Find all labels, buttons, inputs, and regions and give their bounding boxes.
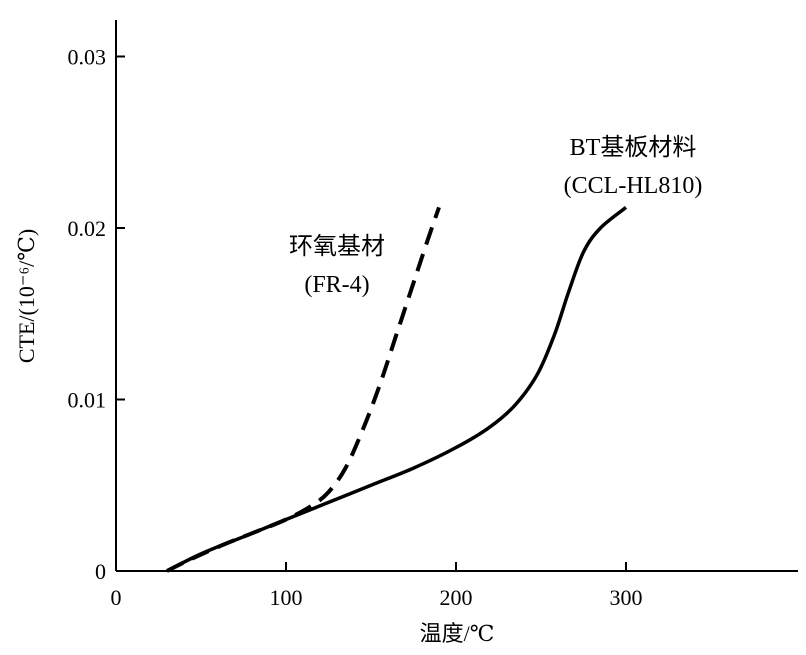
x-tick-label: 0: [111, 585, 122, 610]
series-2-label-line-1: BT基板材料: [570, 134, 697, 161]
series-2-label-line-2: (CCL-HL810): [564, 173, 703, 199]
series-1-line: [166, 206, 441, 573]
series-1-label-line-1: 环氧基材: [289, 233, 385, 260]
y-tick-label: 0.03: [68, 45, 107, 70]
ticks: 0 100 200 300 0 0.01 0.02 0.03: [68, 45, 643, 611]
series-layer: [166, 206, 628, 573]
y-tick-label: 0: [95, 559, 106, 584]
x-tick-label: 200: [440, 585, 473, 610]
series-1-label-line-2: (FR-4): [304, 272, 369, 298]
y-tick-label: 0.01: [68, 388, 107, 413]
y-tick-label: 0.02: [68, 216, 107, 241]
x-tick-label: 300: [610, 585, 643, 610]
x-axis-title: 温度/℃: [420, 621, 495, 646]
x-tick-label: 100: [270, 585, 303, 610]
y-axis-title: CTE/(10⁻⁶/℃): [14, 229, 39, 363]
axes: [115, 20, 798, 572]
series-2-line: [166, 206, 628, 573]
